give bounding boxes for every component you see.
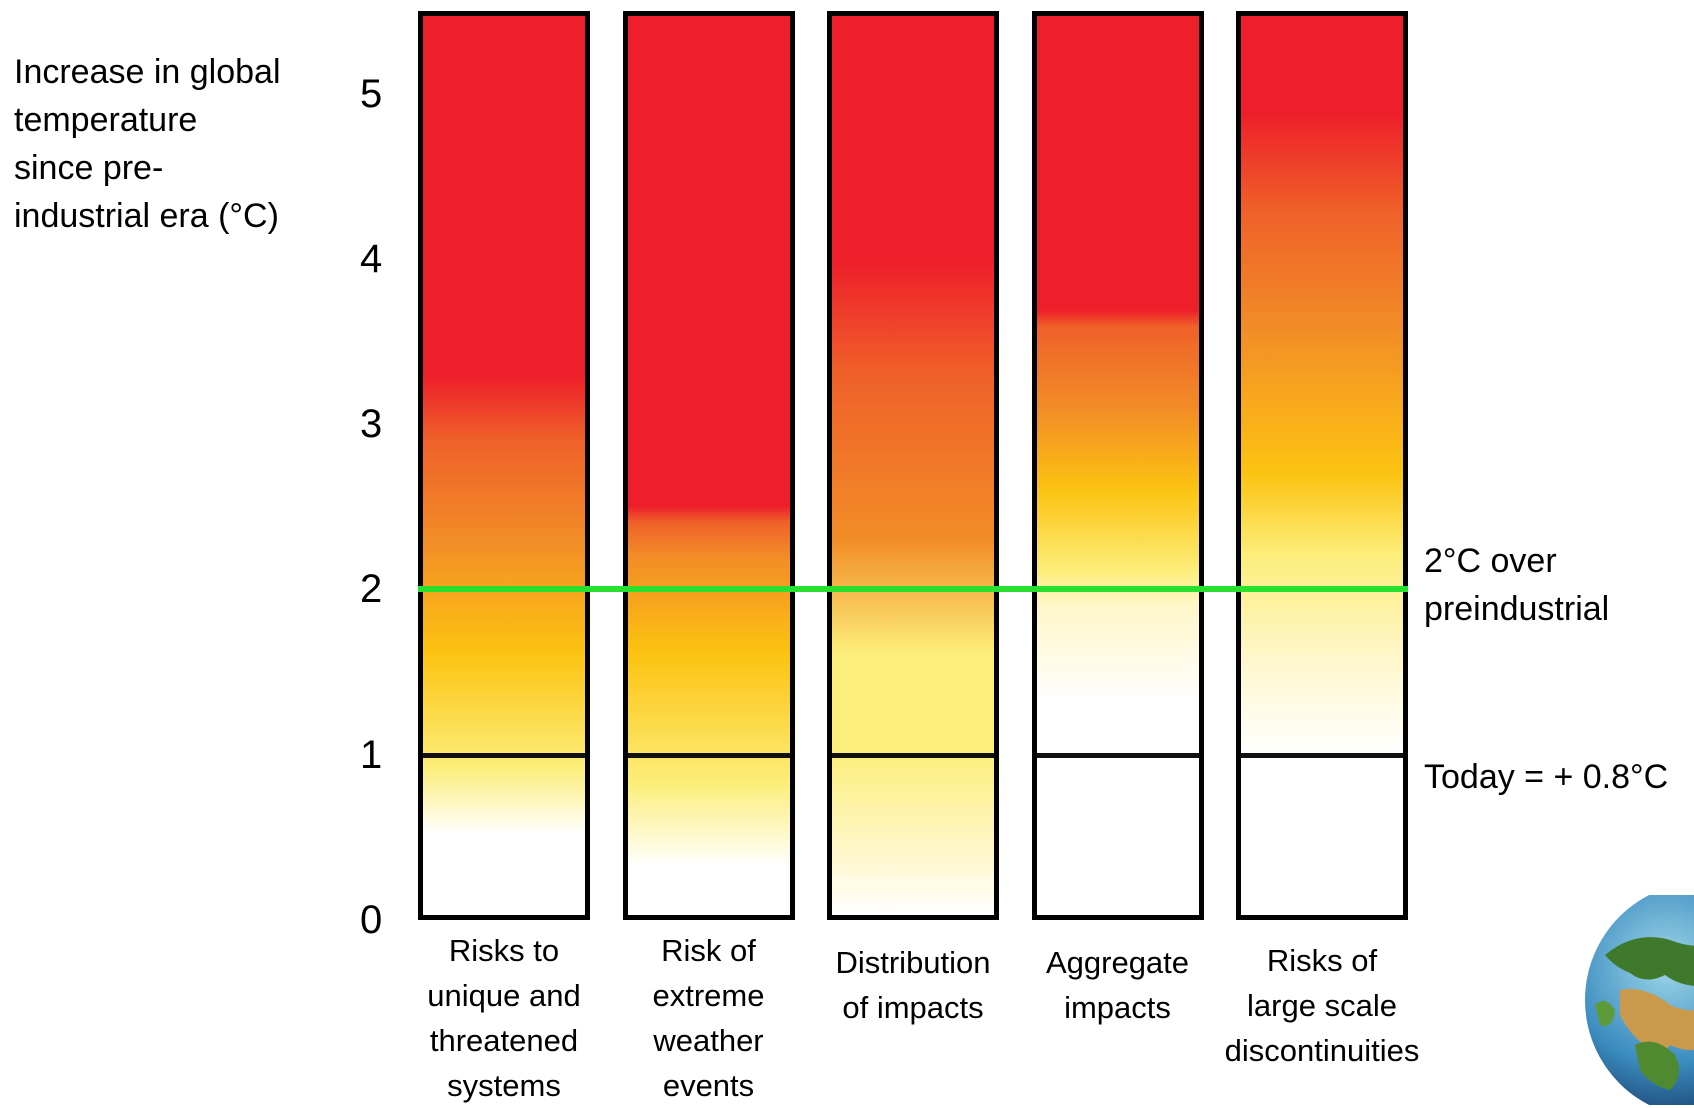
today-line-segment bbox=[832, 752, 994, 758]
two-degree-annotation: 2°C over preindustrial bbox=[1424, 542, 1610, 628]
risk-gradient-5 bbox=[1241, 16, 1403, 915]
category-label-4: Aggregate impacts bbox=[1045, 945, 1190, 1025]
category-label-5: Risks of large scale discontinuities bbox=[1224, 943, 1420, 1068]
y-axis-label: Increase in global temperature since pre… bbox=[14, 53, 281, 235]
risk-gradient-3 bbox=[832, 16, 994, 915]
today-line-segment bbox=[423, 752, 585, 758]
today-annotation: Today = + 0.8°C bbox=[1424, 758, 1669, 796]
today-line-segment bbox=[1036, 752, 1199, 758]
risk-bar-5 bbox=[1236, 11, 1408, 920]
risk-bar-2 bbox=[622, 11, 795, 920]
risk-gradient-4 bbox=[1036, 16, 1199, 915]
category-label-2: Risk of extreme weather events bbox=[652, 933, 765, 1103]
y-tick-label-5: 5 bbox=[360, 71, 383, 116]
category-label-3: Distribution of impacts bbox=[835, 945, 991, 1025]
risk-bar-1 bbox=[418, 11, 590, 920]
risk-gradient-1 bbox=[423, 16, 585, 915]
risk-gradient-2 bbox=[627, 16, 790, 915]
y-tick-label-4: 4 bbox=[360, 236, 383, 281]
y-tick-label-0: 0 bbox=[360, 898, 383, 942]
risk-bar-3 bbox=[827, 11, 999, 920]
y-tick-label-3: 3 bbox=[360, 402, 383, 447]
earth-globe-icon bbox=[1585, 895, 1694, 1105]
risk-bar-4 bbox=[1031, 11, 1204, 920]
y-tick-label-2: 2 bbox=[360, 567, 383, 612]
two-degree-line bbox=[418, 586, 1408, 593]
y-tick-label-1: 1 bbox=[360, 732, 383, 777]
today-line-segment bbox=[627, 752, 790, 758]
today-line-segment bbox=[1241, 752, 1403, 758]
category-label-1: Risks to unique and threatened systems bbox=[427, 933, 581, 1103]
